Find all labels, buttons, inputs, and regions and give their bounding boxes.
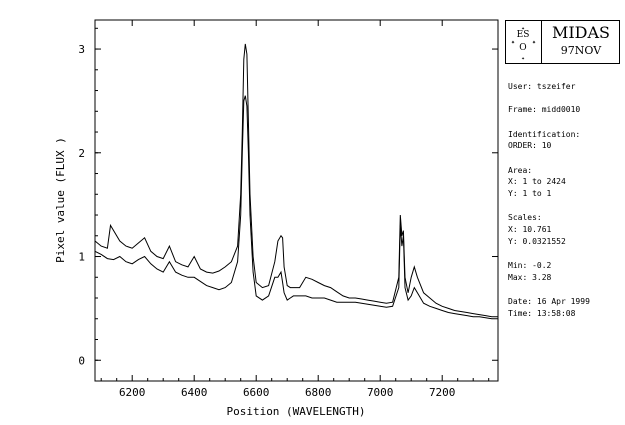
scales-label: Scales:	[508, 213, 542, 222]
max-text: Max: 3.28	[508, 273, 552, 282]
area-y-text: Y: 1 to 1	[508, 189, 552, 198]
series-line-1	[95, 43, 498, 318]
area-x-text: X: 1 to 2424	[508, 177, 566, 186]
axis-ticks: 6200 6400 6600 6800 7000 7200 0 1 2 3	[78, 20, 498, 399]
y-tick-label: 1	[78, 251, 85, 264]
x-tick-label: 6400	[181, 386, 208, 399]
x-tick-label: 6600	[243, 386, 270, 399]
user-text: User: tszeifer	[508, 82, 576, 91]
logo-divider	[541, 21, 542, 63]
svg-text:✦: ✦	[521, 25, 525, 32]
midas-title: MIDAS	[551, 23, 611, 42]
area-label: Area:	[508, 166, 533, 175]
date-text: Date: 16 Apr 1999	[508, 297, 590, 306]
svg-text:O: O	[519, 43, 526, 53]
y-tick-label: 0	[78, 354, 85, 367]
midas-version: 97NOV	[560, 44, 602, 57]
x-tick-label: 6800	[305, 386, 332, 399]
series-group	[95, 43, 498, 320]
spectrum-plot: 6200 6400 6600 6800 7000 7200 0 1 2 3 Position (W…	[54, 19, 499, 418]
order-text: ORDER: 10	[508, 141, 552, 150]
x-tick-label: 7200	[429, 386, 456, 399]
identification-label: Identification:	[508, 130, 581, 139]
time-text: Time: 13:58:08	[508, 309, 576, 318]
svg-text:✦: ✦	[532, 38, 537, 46]
eso-logo-text: ES	[517, 30, 530, 40]
series-line-2	[95, 95, 498, 320]
min-text: Min: -0.2	[508, 261, 552, 270]
y-tick-label: 2	[78, 147, 85, 160]
frame-text: Frame: midd0010	[508, 105, 581, 114]
y-axis-label: Pixel value (FLUX )	[54, 137, 67, 263]
x-axis-label: Position (WAVELENGTH)	[226, 405, 365, 418]
svg-text:✦: ✦	[511, 38, 516, 46]
eso-logo-icon: ES O ✦ ✦ ✦ ✦	[511, 25, 537, 62]
svg-text:✦: ✦	[521, 55, 525, 62]
plot-frame	[94, 19, 499, 382]
midas-logo: ES O ✦ ✦ ✦ ✦ MIDAS 97NOV	[505, 20, 620, 64]
y-tick-label: 3	[78, 43, 85, 56]
scale-x-text: X: 10.761	[508, 225, 552, 234]
x-tick-label: 7000	[367, 386, 394, 399]
scale-y-text: Y: 0.0321552	[508, 237, 566, 246]
x-tick-label: 6200	[119, 386, 146, 399]
